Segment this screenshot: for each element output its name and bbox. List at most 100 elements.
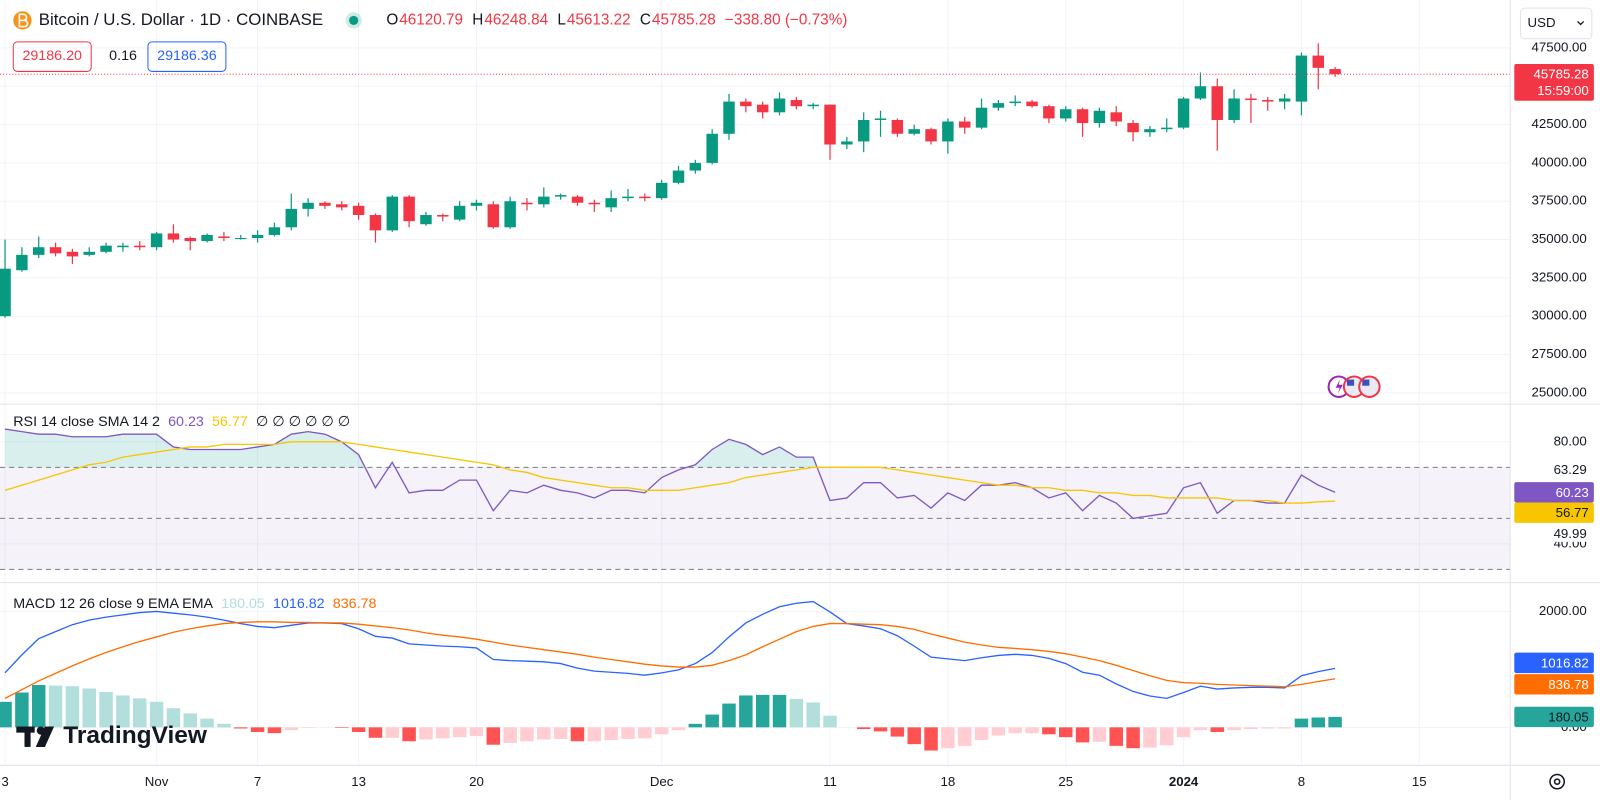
legend-value: 56.77 [212, 414, 248, 430]
ohlc-value: 46248.84 [484, 11, 548, 28]
candle-body [521, 202, 533, 205]
histogram-bar [65, 686, 80, 728]
histogram-bar [1193, 727, 1208, 731]
y-tick-label: 37500.00 [1531, 193, 1586, 208]
y-tick-label: 42500.00 [1531, 116, 1586, 131]
histogram-bar [1227, 727, 1241, 731]
rsi-pane [0, 428, 1511, 570]
candle-body [251, 234, 264, 239]
candles [0, 43, 1341, 318]
candle-body [1329, 69, 1341, 75]
x-tick-label: 18 [941, 774, 956, 789]
y-tick-label: 25000.00 [1531, 384, 1586, 399]
histogram-bar [823, 715, 837, 728]
last-value: 836.78 [1548, 677, 1589, 692]
histogram-bar [419, 727, 433, 740]
candle-body [420, 215, 432, 225]
candle-body [1295, 55, 1308, 102]
candle-body [117, 245, 129, 248]
candle-body [134, 245, 146, 248]
last-histogram-box [1514, 706, 1594, 728]
histogram-bar [1058, 727, 1073, 738]
header-box-value: 0.16 [109, 48, 137, 64]
histogram-bar [133, 698, 147, 728]
candle-body [100, 245, 112, 252]
histogram-bar [1092, 727, 1107, 742]
candle-body [958, 121, 971, 128]
candle-body [554, 195, 567, 197]
candle-body [706, 133, 718, 163]
chevron [1577, 20, 1585, 26]
icon-bolt [1335, 379, 1343, 394]
histogram-bar [436, 727, 450, 739]
candle-body [639, 196, 651, 199]
histogram-bar [1126, 727, 1140, 749]
candle-body [184, 238, 196, 242]
histogram-bar [1025, 727, 1039, 734]
candle-body [470, 202, 483, 206]
histogram-bar [31, 685, 46, 728]
candle-body [1026, 101, 1038, 107]
candle-body [571, 196, 584, 203]
histogram-bar [250, 727, 265, 732]
countdown: 15:59:00 [1537, 83, 1589, 98]
last-value-box [1514, 652, 1594, 674]
legend-extra: ∅ ∅ ∅ ∅ ∅ ∅ [256, 414, 350, 430]
y-tick-label: 80.00 [1554, 433, 1587, 448]
candle-body [1093, 110, 1106, 124]
candle-body [891, 119, 904, 134]
candle-body [1127, 123, 1139, 133]
last-price: 45785.28 [1534, 67, 1589, 82]
macd-line [4, 600, 1336, 700]
candle-body [841, 141, 853, 145]
candle-body [1312, 55, 1324, 68]
histogram-bar [688, 723, 703, 728]
histogram-bar [217, 723, 231, 728]
candle-body [857, 119, 870, 142]
axis-label-bg [1516, 527, 1590, 542]
settings-icon[interactable] [1549, 773, 1566, 790]
flag-canton [1346, 379, 1355, 386]
histogram-bar [1244, 727, 1258, 730]
histogram-bar [671, 727, 686, 731]
y-tick-label: 27500.00 [1531, 346, 1586, 361]
candle-body [925, 129, 937, 142]
x-tick-label: 20 [469, 774, 484, 789]
candle-body [874, 118, 887, 120]
change: −338.80 (−0.73%) [725, 11, 847, 28]
histogram-bar [1042, 727, 1056, 735]
histogram-bar [570, 727, 585, 742]
x-tick-label: 25 [1058, 774, 1073, 789]
ohlc-value: 46120.79 [399, 11, 463, 28]
candle-body [1110, 112, 1122, 122]
last-value-box [1514, 502, 1594, 523]
event-icons [1327, 375, 1381, 398]
rsi-line [4, 441, 1336, 504]
indicator-title: MACD 12 26 close 9 EMA EMA [13, 596, 213, 612]
histogram-bar [503, 727, 517, 743]
legend-value: 836.78 [333, 596, 377, 612]
candle-body [201, 234, 213, 242]
candle-body [16, 254, 28, 271]
histogram-bar [402, 727, 416, 742]
histogram-bar [183, 713, 197, 728]
histogram-bar [351, 727, 366, 732]
macd-pane [0, 600, 1342, 751]
currency-select[interactable] [1519, 7, 1593, 40]
axis-label: 49.99 [1554, 526, 1587, 541]
overlay: 3 Nov 7 13 20 Dec 11 18 25 2024 8 15 25000.00 27500.0… [1, 7, 1594, 790]
histogram-bar [469, 727, 484, 737]
histogram-bar [705, 714, 719, 728]
histogram-bar [1075, 727, 1090, 743]
axis-label: 63.29 [1554, 462, 1587, 477]
candle-body [908, 129, 920, 134]
histogram-bar [974, 727, 989, 741]
histogram-bar [486, 727, 501, 745]
candle-body [1043, 106, 1055, 119]
histogram-bar [149, 701, 164, 728]
candle-body [1228, 98, 1240, 120]
indicator-title: RSI 14 close SMA 14 2 [13, 414, 160, 430]
candle-body [824, 104, 836, 145]
histogram-bar [991, 727, 1006, 736]
